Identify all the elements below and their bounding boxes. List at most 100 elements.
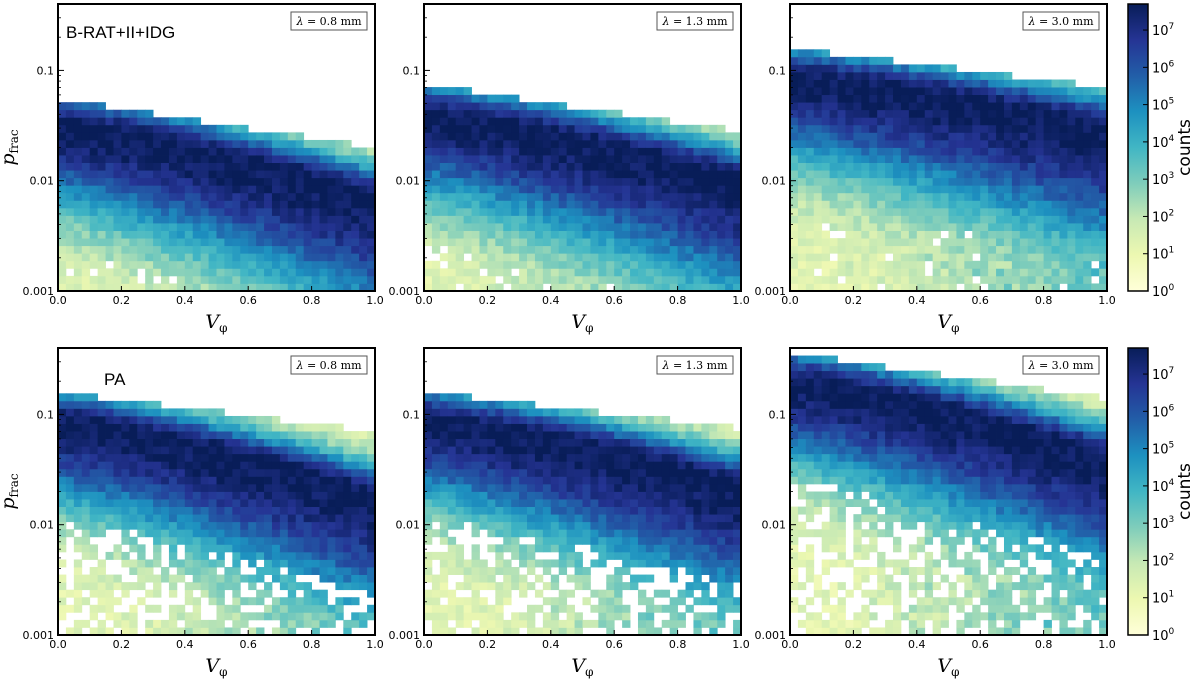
heatmap-cell [574,109,583,118]
heatmap-cell [161,177,170,186]
heatmap-cell [58,461,67,470]
heatmap-cell [733,253,742,262]
heatmap-cell [622,559,631,568]
heatmap-cell [232,139,241,148]
heatmap-cell [192,544,202,553]
heatmap-cell [216,627,225,636]
heatmap-cell [885,283,894,292]
heatmap-cell [240,223,249,231]
heatmap-cell [527,192,536,201]
heatmap-cell [853,71,862,80]
heatmap-cell [996,283,1005,292]
heatmap-cell [471,521,480,530]
heatmap-cell [424,499,433,507]
heatmap-cell [287,268,297,277]
heatmap-cell [200,230,209,239]
heatmap-cell [319,253,328,262]
heatmap-cell [606,192,615,201]
heatmap-cell [606,431,615,440]
heatmap-cell [256,177,265,186]
heatmap-cell [455,567,465,575]
heatmap-cell [861,177,870,186]
heatmap-cell [129,275,138,284]
heatmap-cell [574,431,583,440]
heatmap-cell [598,559,607,568]
heatmap-cell [1027,215,1037,224]
heatmap-cell [614,567,623,575]
heatmap-cell [534,200,544,209]
heatmap-cell [685,155,694,163]
heatmap-cell [940,260,949,269]
heatmap-cell [653,551,663,560]
heatmap-cell [574,223,583,231]
heatmap-cell [829,139,838,148]
heatmap-cell [996,177,1005,186]
heatmap-cell [1003,79,1013,88]
heatmap-cell [431,438,441,447]
heatmap-cell [869,64,878,73]
x-tick-label: 0.0 [415,294,433,307]
heatmap-cell [1019,132,1029,141]
heatmap-cell [1083,230,1092,239]
heatmap-cell [367,283,376,292]
heatmap-cell [431,275,441,284]
heatmap-cell [1027,162,1037,171]
heatmap-cell [948,223,957,231]
heatmap-cell [701,200,710,209]
heatmap-cell [479,506,488,515]
heatmap-cell [168,446,178,455]
heatmap-cell [81,400,91,409]
heatmap-cell [113,177,122,186]
heatmap-cell [653,521,663,530]
heatmap-cell [637,230,647,239]
heatmap-cell [622,223,631,231]
heatmap-cell [208,619,217,628]
heatmap-cell [216,268,225,277]
heatmap-cell [271,529,281,538]
heatmap-cell [916,192,926,201]
heatmap-cell [487,253,496,262]
heatmap-cell [439,589,449,598]
heatmap-cell [845,124,854,133]
heatmap-cell [335,200,344,209]
heatmap-cell [176,559,186,568]
panel-label: PA [104,370,126,389]
heatmap-cell [845,147,854,156]
heatmap-cell [534,446,544,455]
heatmap-cell [359,491,368,500]
heatmap-cell [534,431,544,440]
heatmap-cell [240,230,249,239]
heatmap-cell [295,612,305,621]
heatmap-cell [447,491,457,500]
heatmap-cell [295,268,305,277]
heatmap-cell [439,400,449,409]
heatmap-cell [948,124,957,133]
heatmap-cell [487,453,496,462]
heatmap-cell [845,268,854,277]
heatmap-cell [677,124,686,133]
heatmap-cell [948,109,957,118]
heatmap-cell [511,400,520,409]
heatmap-cell [89,521,99,530]
heatmap-cell [216,574,225,583]
heatmap-cell [924,238,934,247]
heatmap-cell [645,446,655,455]
heatmap-cell [590,283,599,292]
heatmap-cell [637,514,647,523]
heatmap-cell [208,415,217,424]
heatmap-cell [574,260,583,269]
heatmap-cell [853,230,862,239]
heatmap-cell [264,551,273,560]
heatmap-cell [693,268,702,277]
heatmap-cell [256,453,265,462]
heatmap-cell [885,139,894,148]
heatmap-cell [558,415,568,424]
x-axis-label: Vφ [937,311,959,335]
heatmap-cell [916,223,926,231]
heatmap-cell [637,521,647,530]
heatmap-cell [73,260,83,269]
heatmap-cell [598,476,607,485]
heatmap-cell [424,415,433,424]
heatmap-cell [1091,170,1100,179]
heatmap-cell [200,215,209,224]
